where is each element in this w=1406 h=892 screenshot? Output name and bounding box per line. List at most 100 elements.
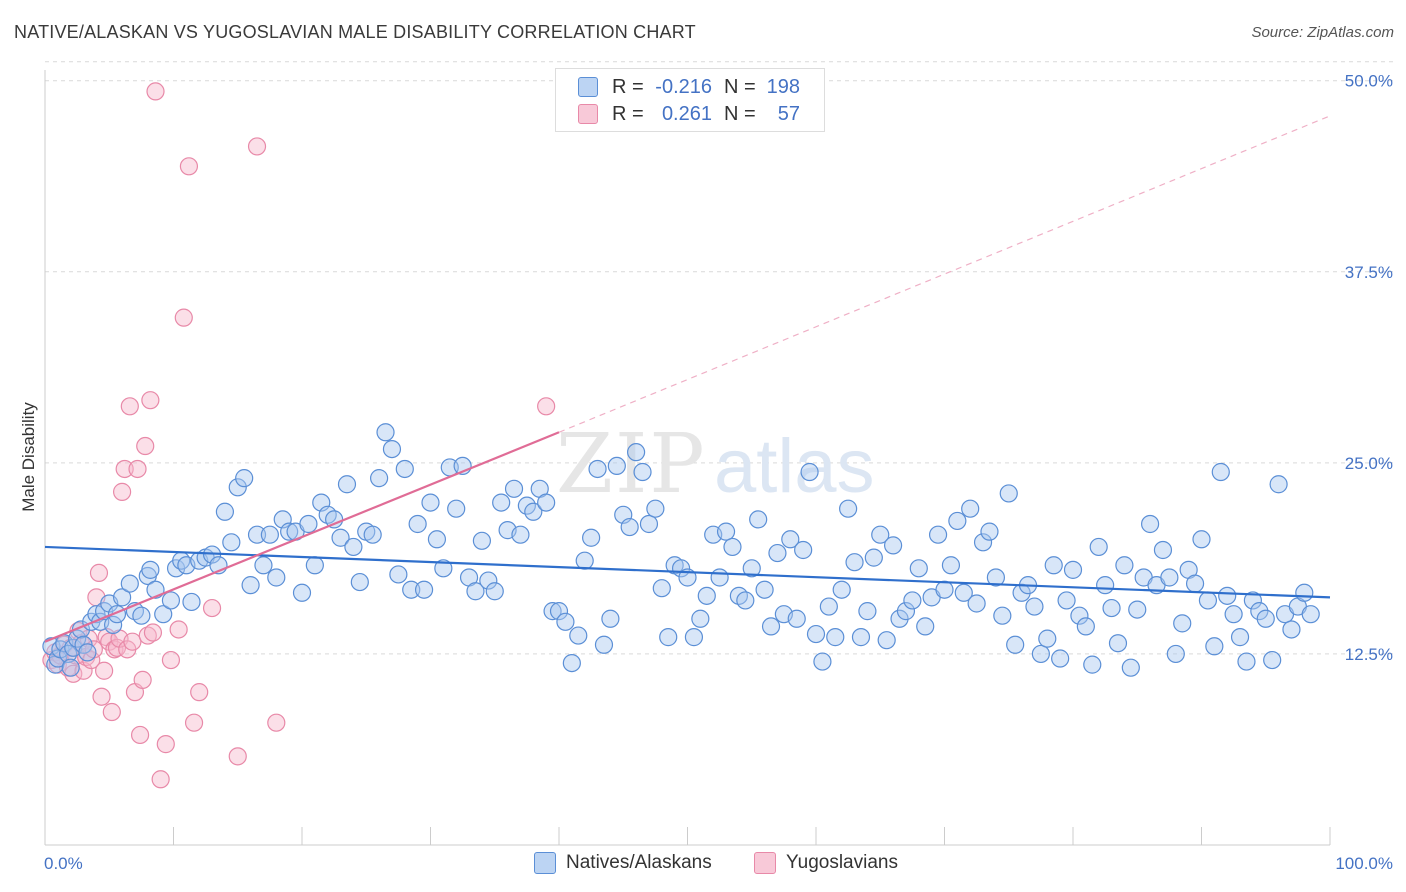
legend-r-value: 0.261 bbox=[661, 102, 712, 125]
legend-row-yugoslavians: R = 0.261 N = 57 bbox=[578, 101, 800, 127]
data-point-yugoslavians bbox=[151, 770, 170, 789]
data-point-natives bbox=[1243, 591, 1263, 610]
data-point-natives bbox=[1256, 609, 1275, 628]
data-point-natives bbox=[1102, 598, 1121, 618]
watermark-text: ZIP bbox=[556, 417, 707, 512]
data-point-natives bbox=[736, 591, 755, 610]
data-point-natives bbox=[1224, 605, 1243, 624]
data-point-natives bbox=[414, 580, 434, 599]
data-point-yugoslavians bbox=[184, 713, 204, 732]
data-point-natives bbox=[421, 493, 440, 512]
data-point-yugoslavians bbox=[92, 687, 111, 706]
source-note: Source: ZipAtlas.com bbox=[1251, 24, 1394, 41]
legend-item-natives[interactable]: Natives/Alaskans bbox=[534, 852, 712, 874]
data-point-natives bbox=[337, 475, 357, 494]
data-point-natives bbox=[967, 594, 986, 613]
data-point-natives bbox=[1192, 530, 1211, 549]
data-point-natives bbox=[928, 525, 948, 544]
data-point-natives bbox=[639, 514, 659, 534]
data-point-natives bbox=[601, 609, 620, 628]
data-point-natives bbox=[948, 511, 967, 531]
data-point-natives bbox=[389, 565, 408, 584]
data-point-yugoslavians bbox=[179, 157, 199, 176]
data-point-natives bbox=[154, 605, 173, 624]
data-point-natives bbox=[633, 462, 652, 482]
data-point-yugoslavians bbox=[141, 391, 160, 410]
watermark: ZIP atlas bbox=[556, 417, 875, 512]
legend-row-natives: R = -0.216 N = 198 bbox=[578, 74, 800, 100]
data-point-natives bbox=[64, 638, 83, 657]
data-point-yugoslavians bbox=[161, 650, 181, 670]
data-point-natives bbox=[1173, 614, 1192, 633]
data-point-natives bbox=[344, 537, 363, 557]
data-point-natives bbox=[363, 525, 382, 544]
data-point-natives bbox=[228, 478, 247, 497]
data-point-yugoslavians bbox=[136, 436, 155, 456]
data-point-natives bbox=[292, 583, 312, 602]
data-point-natives bbox=[241, 576, 260, 595]
trend-line-yugoslavians-extension bbox=[558, 115, 1331, 433]
data-point-natives bbox=[1166, 644, 1185, 664]
data-point-yugoslavians bbox=[123, 632, 142, 651]
data-point-natives bbox=[813, 652, 832, 671]
legend-swatch-pink bbox=[578, 104, 598, 124]
data-point-natives bbox=[395, 459, 414, 479]
data-point-natives bbox=[626, 443, 646, 462]
data-point-natives bbox=[903, 591, 922, 610]
data-point-natives bbox=[716, 522, 736, 541]
data-point-natives bbox=[299, 514, 318, 534]
y-tick-label: 25.0% bbox=[1345, 454, 1393, 473]
data-point-natives bbox=[1140, 514, 1160, 534]
data-point-natives bbox=[382, 439, 402, 459]
legend-item-yugoslavians[interactable]: Yugoslavians bbox=[754, 852, 898, 874]
data-point-yugoslavians bbox=[537, 397, 556, 416]
data-point-natives bbox=[826, 628, 845, 647]
axes bbox=[44, 70, 1331, 846]
data-point-natives bbox=[896, 602, 916, 621]
data-point-natives bbox=[370, 469, 389, 488]
data-point-natives bbox=[280, 522, 299, 541]
data-point-natives bbox=[909, 559, 928, 578]
data-point-yugoslavians bbox=[95, 661, 114, 680]
data-point-natives bbox=[941, 556, 961, 575]
data-point-natives bbox=[1237, 652, 1256, 671]
data-point-natives bbox=[1038, 629, 1057, 648]
data-point-natives bbox=[961, 499, 980, 518]
legend-item-label: Natives/Alaskans bbox=[566, 852, 712, 873]
legend-n-label: N = bbox=[724, 75, 756, 98]
data-point-natives bbox=[537, 493, 556, 512]
data-point-yugoslavians bbox=[174, 308, 193, 327]
data-point-natives bbox=[723, 537, 742, 557]
data-point-natives bbox=[877, 631, 896, 650]
x-tick-label-min: 0.0% bbox=[44, 854, 83, 873]
data-point-natives bbox=[1044, 556, 1063, 575]
data-point-natives bbox=[620, 517, 639, 537]
data-point-natives bbox=[819, 597, 838, 616]
data-point-yugoslavians bbox=[169, 620, 188, 639]
data-point-natives bbox=[832, 580, 851, 599]
correlation-legend: R = -0.216 N = 198 R = 0.261 N = 57 bbox=[555, 68, 825, 132]
data-point-natives bbox=[427, 530, 447, 549]
data-point-natives bbox=[479, 571, 498, 590]
data-point-natives bbox=[78, 643, 97, 662]
data-point-natives bbox=[582, 528, 601, 547]
x-tick-label-max: 100.0% bbox=[1335, 854, 1393, 873]
data-point-natives bbox=[845, 553, 864, 572]
data-point-natives bbox=[408, 514, 427, 534]
data-point-natives bbox=[1115, 556, 1134, 575]
data-point-natives bbox=[575, 551, 594, 570]
chart-title: NATIVE/ALASKAN VS YUGOSLAVIAN MALE DISAB… bbox=[14, 22, 696, 42]
data-point-natives bbox=[1031, 644, 1050, 664]
data-point-yugoslavians bbox=[202, 598, 222, 618]
data-point-natives bbox=[871, 525, 890, 544]
data-point-natives bbox=[935, 580, 954, 599]
data-point-natives bbox=[800, 462, 819, 482]
data-point-yugoslavians bbox=[190, 683, 209, 702]
data-point-natives bbox=[787, 609, 806, 628]
data-point-natives bbox=[235, 469, 254, 488]
data-point-natives bbox=[524, 502, 543, 521]
data-point-yugoslavians bbox=[133, 670, 152, 690]
data-point-natives bbox=[1218, 586, 1237, 605]
data-point-natives bbox=[1301, 605, 1320, 624]
